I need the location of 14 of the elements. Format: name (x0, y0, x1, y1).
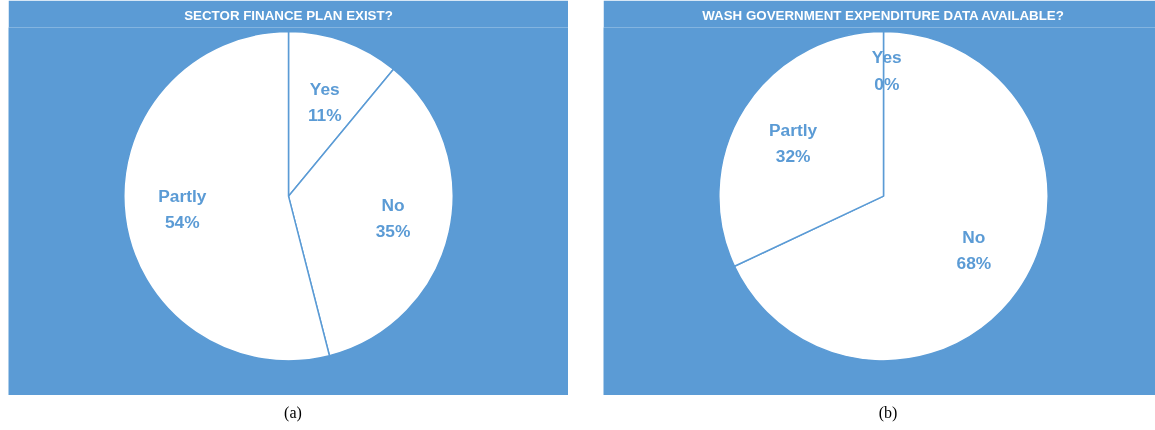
data-label: 54% (164, 211, 200, 232)
slice-label: Partly (158, 185, 207, 206)
slice-label: No (381, 194, 405, 215)
chart-title: SECTOR FINANCE PLAN EXIST? (184, 7, 393, 23)
data-label: 35% (375, 220, 411, 241)
chart-title: WASH GOVERNMENT EXPENDITURE DATA AVAILABLE? (702, 7, 1064, 23)
slice-label: Partly (769, 119, 818, 140)
data-label: 68% (956, 252, 992, 273)
slice-label: Yes (309, 79, 340, 100)
text: (a) (283, 403, 303, 424)
text: (b) (877, 403, 899, 424)
slice-label: No (962, 226, 986, 247)
data-label: 32% (775, 145, 811, 166)
data-label: 11% (307, 105, 342, 126)
